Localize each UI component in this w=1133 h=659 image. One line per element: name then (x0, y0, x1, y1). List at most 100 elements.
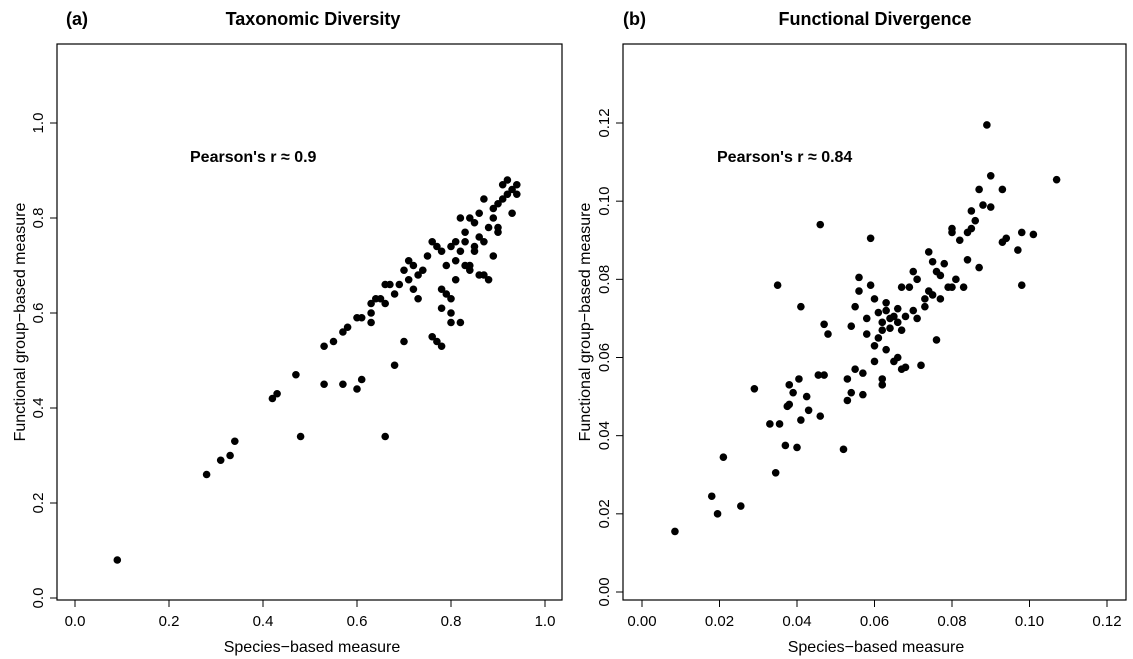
data-point-a (470, 218, 479, 227)
data-point-b (924, 248, 933, 256)
data-point-b (897, 326, 906, 334)
data-point-a (437, 304, 446, 313)
data-point-a (466, 214, 474, 222)
data-point-b (785, 381, 794, 389)
x-tick-label-b: 0.10 (1015, 613, 1044, 630)
data-point-b (882, 306, 890, 315)
data-point-a (226, 451, 234, 460)
data-point-a (423, 252, 432, 260)
data-point-b (793, 443, 801, 452)
data-point-a (470, 242, 479, 251)
y-tick-label-a: 0.2 (30, 493, 47, 514)
data-point-a (273, 389, 281, 398)
axis-ticks-a: 0.0 0.2 0.4 0.6 0.8 1.0 0.0 0.2 0.4 0.6 0.8 1.0 (30, 113, 555, 630)
data-point-a (461, 237, 469, 246)
data-point-b (1014, 246, 1022, 254)
data-point-b (975, 185, 983, 194)
data-point-b (713, 510, 722, 518)
x-tick-label-a: 1.0 (535, 613, 556, 630)
data-point-b (771, 468, 780, 477)
x-tick-label-a: 0.0 (65, 613, 86, 630)
panel-label-b: (b) (623, 9, 646, 29)
data-point-a (433, 242, 441, 251)
data-point-a (447, 242, 455, 251)
data-point-a (466, 261, 474, 270)
data-point-b (948, 224, 956, 233)
data-point-b (909, 306, 918, 315)
y-tick-label-b: 0.00 (596, 577, 613, 606)
data-point-b (882, 298, 890, 307)
y-axis-label-a: Functional group−based measure (12, 202, 29, 441)
data-point-b (986, 171, 995, 180)
y-tick-label-b: 0.02 (596, 499, 613, 528)
data-point-b (963, 255, 972, 264)
data-point-a (404, 256, 413, 265)
y-tick-label-b: 0.04 (596, 421, 613, 450)
data-point-b (866, 234, 875, 243)
data-point-a (451, 256, 460, 265)
data-point-b (932, 336, 941, 344)
data-point-b (870, 357, 879, 366)
annotation-b: Pearson's r ≈ 0.84 (717, 149, 852, 166)
data-point-b (967, 224, 976, 233)
x-tick-label-a: 0.4 (253, 613, 274, 630)
data-point-a (480, 195, 488, 203)
data-point-a (414, 294, 422, 303)
y-tick-label-b: 0.10 (596, 187, 613, 216)
data-point-a (339, 380, 347, 389)
data-point-a (489, 252, 498, 260)
data-point-a (329, 337, 338, 346)
data-point-b (820, 320, 828, 329)
data-point-b (913, 275, 921, 284)
data-point-a (404, 275, 413, 284)
data-point-b (855, 273, 863, 282)
chart-title-a: Taxonomic Diversity (226, 9, 401, 29)
data-point-a (357, 375, 366, 384)
data-point-b (983, 121, 991, 129)
data-point-a (442, 261, 451, 270)
plot-frame-b (622, 43, 1127, 601)
data-point-b (773, 281, 782, 289)
y-axis-label-b: Functional group−based measure (577, 202, 594, 441)
data-point-b (955, 236, 964, 245)
data-point-b (843, 396, 852, 405)
y-tick-label-a: 0.0 (30, 588, 47, 609)
data-point-b (886, 324, 894, 332)
data-point-a (357, 313, 366, 322)
data-point-b (940, 259, 949, 268)
data-point-b (882, 345, 890, 354)
data-point-a (433, 337, 441, 346)
data-point-a (409, 285, 418, 294)
axis-ticks-b: 0.00 0.02 0.04 0.06 0.08 0.10 0.12 0.00 0.02 0.04… (596, 108, 1122, 630)
data-point-a (395, 280, 404, 289)
data-point-b (893, 304, 902, 313)
data-point-a (489, 204, 498, 213)
data-point-a (343, 323, 352, 332)
data-point-a (447, 309, 455, 317)
data-point-b (795, 375, 803, 383)
data-point-a (508, 185, 516, 194)
data-point-b (870, 341, 879, 350)
data-point-b (816, 220, 825, 229)
data-point-a (484, 223, 493, 232)
data-point-b (959, 283, 968, 291)
scatter-panel-a: (a) Taxonomic Diversity Species−based me… (12, 9, 563, 656)
data-point-a (513, 180, 521, 189)
panel-label-a: (a) (66, 9, 88, 29)
data-point-b (1017, 281, 1026, 289)
data-point-a (216, 456, 225, 465)
x-tick-label-b: 0.00 (627, 613, 656, 630)
y-tick-label-a: 0.6 (30, 303, 47, 324)
data-point-a (461, 228, 469, 237)
data-point-b (967, 207, 976, 215)
data-point-b (802, 392, 811, 401)
data-point-a (456, 247, 465, 256)
data-point-a (508, 209, 516, 218)
data-point-a (437, 342, 446, 351)
data-point-a (400, 337, 408, 346)
data-point-b (928, 257, 937, 266)
data-point-a (367, 309, 375, 317)
data-point-a (456, 214, 465, 222)
data-points-b (671, 121, 1061, 536)
data-point-b (789, 388, 797, 397)
